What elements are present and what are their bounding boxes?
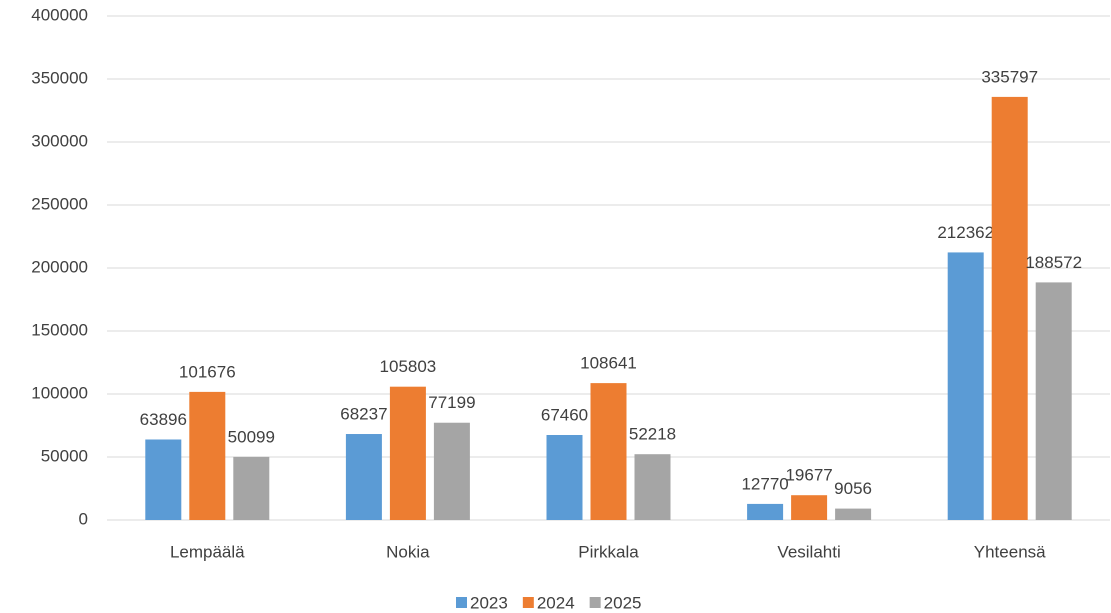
- bar: [634, 454, 671, 520]
- data-label: 188572: [1025, 253, 1082, 272]
- legend-label: 2024: [537, 593, 575, 612]
- bar: [389, 386, 426, 520]
- legend-label: 2023: [470, 593, 508, 612]
- y-tick-label: 250000: [31, 194, 88, 213]
- legend-swatch: [589, 597, 601, 608]
- bar: [233, 456, 270, 520]
- x-tick-label: Pirkkala: [578, 542, 639, 561]
- data-label: 12770: [741, 474, 788, 493]
- y-tick-label: 100000: [31, 383, 88, 402]
- data-label: 335797: [981, 67, 1038, 86]
- bar: [835, 508, 872, 520]
- y-tick-label: 400000: [31, 5, 88, 24]
- bar: [145, 439, 182, 520]
- data-label: 9056: [834, 479, 872, 498]
- bar: [345, 434, 382, 520]
- y-tick-label: 300000: [31, 131, 88, 150]
- bar: [433, 422, 470, 520]
- data-label: 212362: [937, 223, 994, 242]
- data-label: 63896: [140, 410, 187, 429]
- data-label: 67460: [541, 405, 588, 424]
- x-tick-label: Yhteensä: [974, 542, 1046, 561]
- y-tick-label: 350000: [31, 68, 88, 87]
- bar: [791, 495, 828, 520]
- bar: [1035, 282, 1072, 520]
- y-tick-label: 150000: [31, 320, 88, 339]
- x-tick-label: Nokia: [386, 542, 430, 561]
- data-label: 77199: [428, 393, 475, 412]
- data-label: 50099: [228, 427, 275, 446]
- data-label: 19677: [785, 466, 832, 485]
- data-label: 68237: [340, 405, 387, 424]
- data-label: 108641: [580, 354, 637, 373]
- y-tick-label: 200000: [31, 257, 88, 276]
- legend-swatch: [456, 597, 467, 608]
- bar: [590, 383, 627, 520]
- bar: [947, 252, 984, 520]
- y-tick-label: 0: [79, 509, 88, 528]
- legend-swatch: [522, 597, 534, 608]
- y-tick-label: 50000: [41, 446, 88, 465]
- x-tick-label: Vesilahti: [777, 542, 840, 561]
- data-label: 52218: [629, 425, 676, 444]
- bar: [189, 391, 226, 520]
- bar: [546, 435, 583, 520]
- bar: [991, 96, 1028, 520]
- bar: [747, 503, 784, 520]
- data-label: 101676: [179, 362, 236, 381]
- legend-label: 2025: [604, 593, 642, 612]
- data-label: 105803: [380, 357, 437, 376]
- x-tick-label: Lempäälä: [170, 542, 245, 561]
